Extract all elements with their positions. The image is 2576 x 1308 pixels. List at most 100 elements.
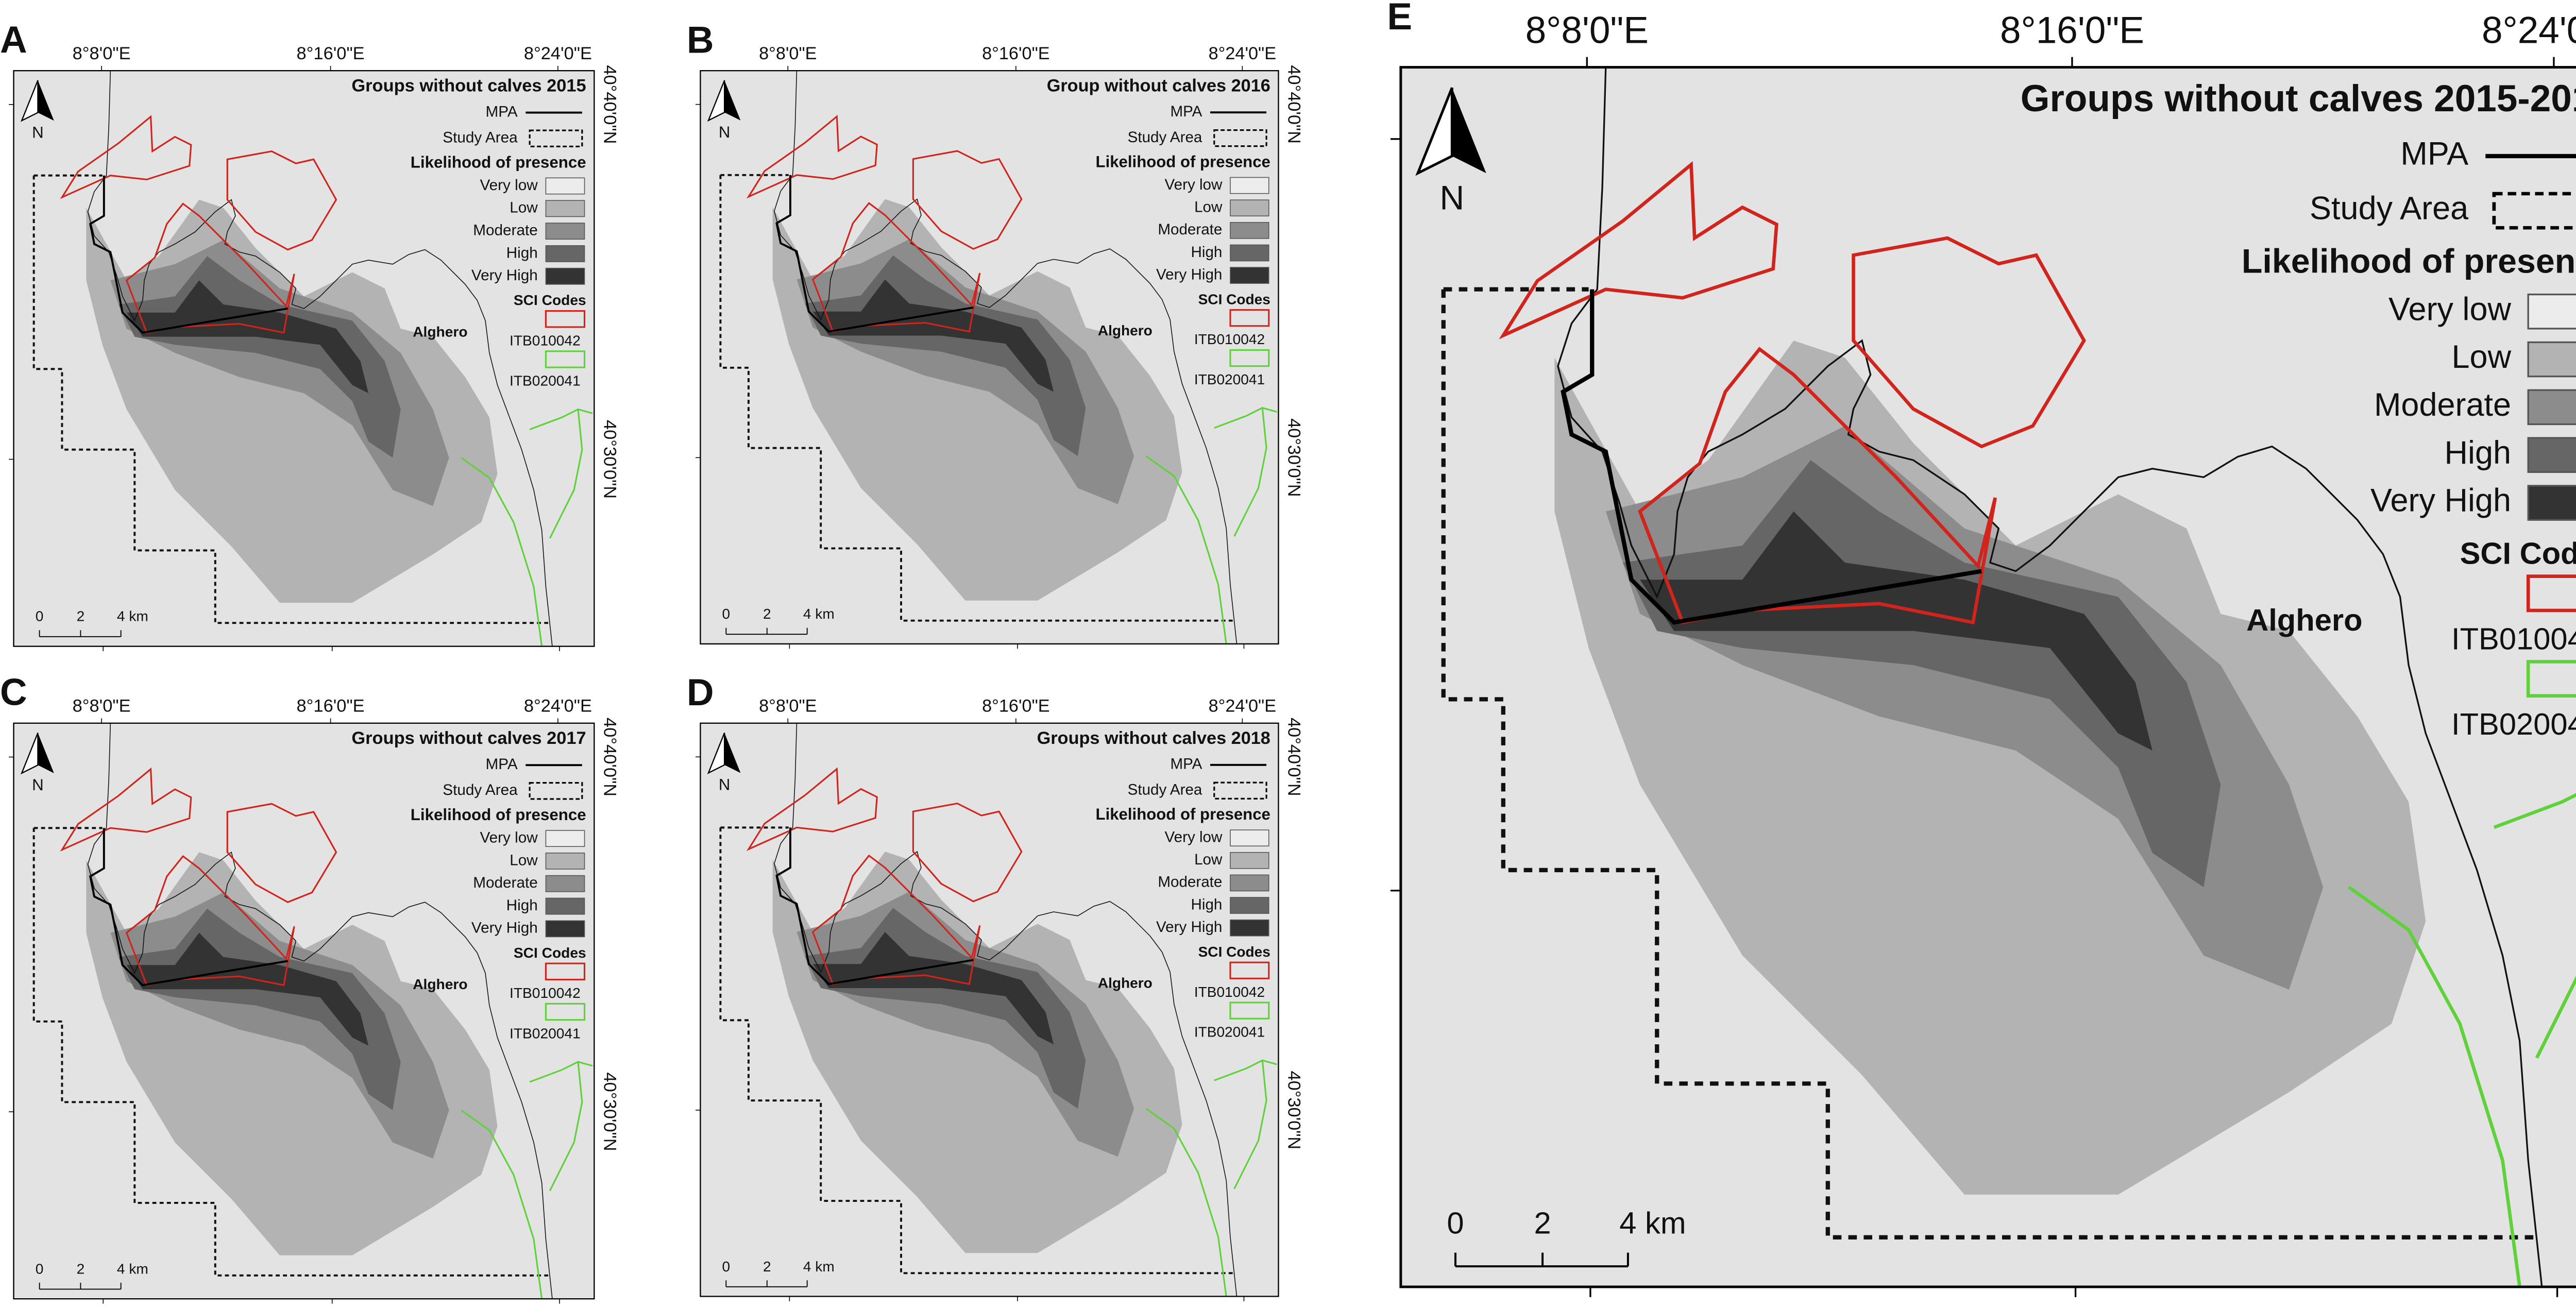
legend-label: Very High	[471, 267, 538, 284]
longitude-label: 8°8'0"E	[759, 44, 817, 63]
legend-label: Very low	[480, 829, 538, 846]
scale-label: 0	[1447, 1205, 1464, 1240]
map-frame	[13, 722, 595, 1300]
study-area	[719, 174, 1234, 622]
north-label: N	[32, 776, 44, 794]
scale-label: 2	[763, 606, 771, 622]
north-label: N	[719, 123, 731, 141]
legend-label: Low	[510, 852, 538, 869]
scale-label: 4 km	[803, 606, 835, 622]
legend-label: Very High	[1156, 919, 1222, 936]
legend-label: High	[1191, 244, 1223, 261]
legend-swatch	[1230, 919, 1269, 937]
longitude-label: 8°16'0"E	[2000, 10, 2144, 52]
longitude-label: 8°16'0"E	[982, 697, 1049, 716]
legend-label: Very low	[2388, 291, 2512, 327]
legend-swatch	[545, 267, 585, 285]
legend-heading: Likelihood of presence	[1096, 153, 1270, 171]
map-body: Alghero	[1400, 67, 2576, 1287]
mpa-line	[89, 828, 288, 987]
scale-label: 2	[763, 1259, 771, 1275]
legend-swatch	[2526, 660, 2576, 698]
mpa-line	[1561, 289, 1982, 625]
legend-label: Low	[2452, 339, 2512, 375]
legend-label: MPA	[485, 756, 517, 773]
longitude-label: 8°24'0"E	[1209, 697, 1277, 716]
panel-title: Groups without calves 2018	[1037, 728, 1270, 748]
legend-label: ITB020041	[2451, 707, 2576, 741]
legend-swatch	[545, 200, 585, 217]
legend-label: Moderate	[2374, 387, 2511, 423]
panel-letter: B	[687, 19, 714, 61]
scale-label: 4 km	[1619, 1205, 1686, 1240]
legend-study-swatch	[529, 129, 583, 147]
legend-label: Moderate	[473, 222, 538, 239]
coastline	[773, 723, 1238, 1297]
legend-label: High	[1191, 896, 1223, 913]
scale-bar	[725, 1280, 808, 1287]
legend-swatch	[545, 350, 586, 368]
legend-swatch	[1229, 961, 1270, 979]
latitude-label: 40°30'0"N	[1284, 418, 1303, 497]
legend-swatch	[2527, 341, 2576, 378]
legend-swatch	[1230, 267, 1269, 284]
legend-label: ITB020041	[1194, 371, 1265, 387]
map-panel: Alghero N 8°8'0"E 8°16'0"E 8°24'0"E 40°40'0"N…	[696, 44, 1303, 649]
scale-label: 0	[36, 1260, 44, 1277]
north-arrow	[724, 733, 741, 773]
legend-swatch	[545, 962, 586, 981]
latitude-label: 40°40'0"N	[600, 65, 619, 144]
scale-label: 0	[36, 608, 44, 624]
north-arrow	[38, 733, 54, 773]
map-frame	[700, 722, 1279, 1297]
legend-label: Moderate	[473, 874, 538, 891]
map-body: Alghero	[13, 723, 595, 1299]
latitude-label: 40°40'0"N	[1284, 65, 1303, 143]
scale-label: 4 km	[117, 1260, 148, 1277]
place-label: Alghero	[413, 976, 467, 992]
study-area	[32, 827, 550, 1277]
legend-swatch	[1230, 244, 1269, 262]
longitude-label: 8°16'0"E	[297, 697, 365, 716]
legend-swatch	[2526, 574, 2576, 613]
map-frame	[1399, 66, 2576, 1288]
legend-label: ITB020041	[1194, 1024, 1265, 1040]
map-frame	[700, 70, 1279, 645]
panel-title: Groups without calves 2015	[351, 76, 586, 96]
longitude-label: 8°16'0"E	[297, 44, 365, 63]
sci-itb010042	[226, 803, 337, 903]
legend-swatch	[545, 223, 585, 240]
north-label: N	[32, 124, 44, 142]
legend-label: Study Area	[2310, 191, 2469, 227]
scale-label: 4 km	[803, 1259, 835, 1275]
sci-itb010042	[912, 150, 1023, 250]
legend-label: Low	[1194, 851, 1223, 868]
legend-heading: SCI Codes	[514, 944, 586, 961]
coastline	[87, 723, 553, 1299]
legend-heading: Likelihood of presence	[411, 806, 586, 824]
legend-label: Very High	[2370, 483, 2511, 519]
legend-label: Very low	[480, 177, 538, 194]
legend-label: MPA	[1170, 103, 1202, 120]
sci-itb020041	[461, 1061, 593, 1299]
legend-label: Low	[510, 199, 538, 216]
sci-itb010042	[746, 114, 878, 199]
legend-swatch	[1230, 222, 1269, 239]
place-label: Alghero	[413, 323, 467, 339]
latitude-label: 40°30'0"N	[600, 420, 619, 499]
map-body: Alghero	[13, 71, 595, 647]
mpa-line	[775, 827, 974, 986]
legend-study-swatch	[2492, 192, 2576, 230]
longitude-label: 8°24'0"E	[524, 44, 592, 63]
map-body: Alghero	[700, 723, 1279, 1297]
legend-label: Low	[1194, 198, 1223, 215]
legend-label: MPA	[485, 103, 517, 120]
legend-swatch	[545, 830, 585, 847]
legend-label: High	[506, 244, 538, 261]
longitude-label: 8°24'0"E	[2482, 10, 2576, 52]
latitude-label: 40°40'0"N	[600, 718, 619, 796]
longitude-label: 8°8'0"E	[1526, 10, 1649, 52]
legend-heading: SCI Codes	[2460, 536, 2576, 571]
legend-label: Moderate	[1158, 874, 1222, 891]
